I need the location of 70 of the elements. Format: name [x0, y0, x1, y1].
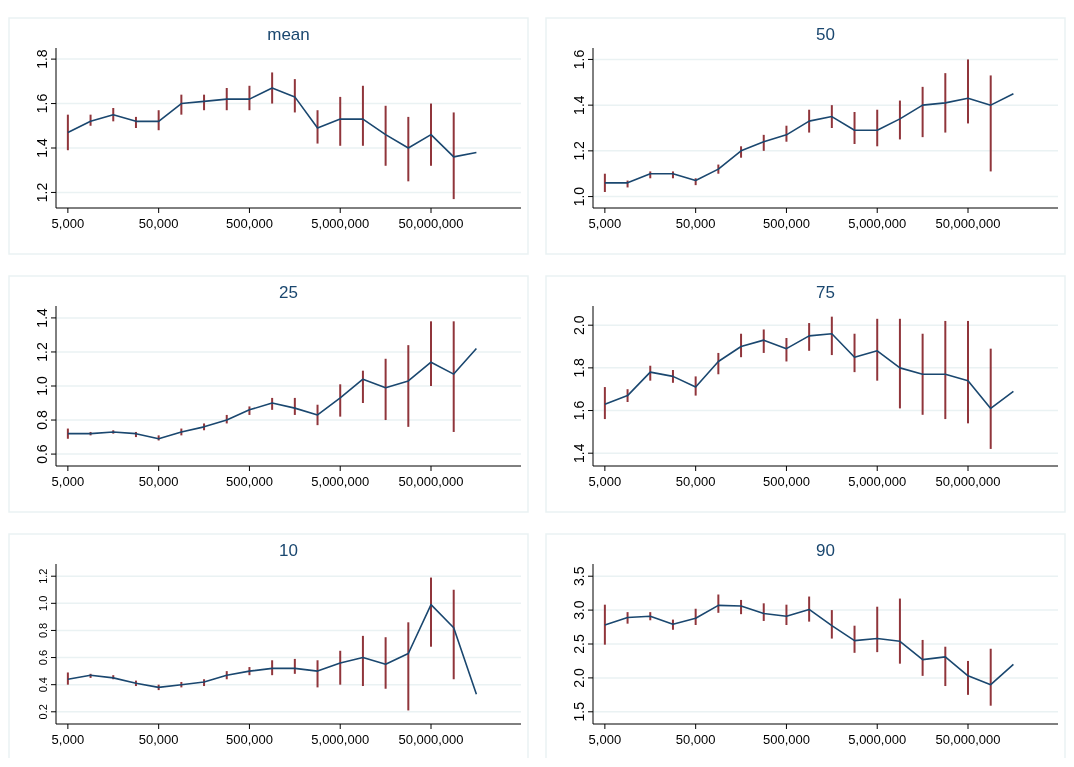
chart-title: 25	[279, 283, 298, 302]
x-tick-label: 5,000,000	[848, 732, 907, 747]
x-tick-label: 500,000	[225, 732, 273, 747]
line-series	[604, 604, 1015, 686]
x-tick-label: 500,000	[762, 216, 810, 231]
chart-title: mean	[267, 25, 310, 44]
y-tick-label: 1.5	[571, 701, 587, 722]
x-tick-label: 5,000	[51, 216, 85, 231]
line-series	[604, 332, 1015, 410]
y-tick-label: 1.4	[34, 138, 50, 158]
x-tick-label: 50,000,000	[398, 732, 464, 747]
y-tick-label: 0.8	[34, 410, 50, 430]
x-tick-label: 50,000	[675, 216, 716, 231]
x-tick-label: 50,000	[675, 474, 716, 489]
y-tick-label: 1.8	[571, 357, 587, 378]
x-tick-label: 5,000	[588, 732, 622, 747]
line-series	[67, 347, 478, 440]
y-tick-label: 1.4	[571, 95, 587, 115]
chart-title: 50	[816, 25, 835, 44]
y-tick-label: 1.0	[37, 595, 49, 611]
x-tick-label: 5,000,000	[311, 732, 370, 747]
x-tick-label: 50,000,000	[935, 216, 1001, 231]
y-tick-label: 0.4	[37, 677, 49, 693]
y-tick-label: 2.0	[571, 667, 587, 688]
x-tick-label: 5,000,000	[311, 216, 370, 231]
y-tick-label: 0.6	[37, 649, 49, 666]
x-tick-label: 5,000,000	[311, 474, 370, 489]
x-tick-label: 500,000	[762, 732, 810, 747]
line-series	[67, 603, 478, 695]
x-tick-label: 50,000,000	[935, 732, 1001, 747]
y-tick-label: 0.2	[37, 704, 49, 720]
chart-title: 75	[816, 283, 835, 302]
y-tick-label: 1.6	[571, 49, 587, 70]
x-tick-label: 500,000	[762, 474, 810, 489]
y-tick-label: 0.6	[34, 444, 50, 464]
x-tick-label: 5,000,000	[848, 474, 907, 489]
y-tick-label: 1.0	[34, 376, 50, 396]
x-tick-label: 50,000	[138, 216, 179, 231]
y-tick-label: 1.2	[37, 568, 49, 584]
y-tick-label: 1.6	[571, 400, 587, 421]
x-tick-label: 50,000	[138, 732, 179, 747]
x-tick-label: 5,000,000	[848, 216, 907, 231]
y-tick-label: 1.4	[34, 307, 50, 328]
y-tick-label: 1.0	[571, 186, 587, 207]
y-tick-label: 1.4	[571, 443, 587, 463]
chart-title: 10	[279, 541, 298, 560]
line-series	[604, 92, 1015, 184]
x-tick-label: 50,000,000	[398, 474, 464, 489]
x-tick-label: 50,000,000	[398, 216, 464, 231]
y-tick-label: 2.5	[571, 634, 587, 654]
x-tick-label: 5,000	[588, 216, 622, 231]
line-series	[67, 87, 478, 158]
x-tick-label: 500,000	[225, 216, 273, 231]
y-tick-label: 2.0	[571, 315, 587, 335]
y-tick-label: 1.2	[34, 342, 50, 362]
y-tick-label: 1.2	[34, 182, 50, 203]
y-tick-label: 1.8	[34, 49, 50, 69]
y-tick-label: 3.0	[571, 600, 587, 620]
y-tick-label: 0.8	[37, 622, 49, 639]
chart-title: 90	[816, 541, 835, 560]
x-tick-label: 50,000,000	[935, 474, 1001, 489]
x-tick-label: 5,000	[51, 474, 85, 489]
y-tick-label: 1.2	[571, 140, 587, 161]
x-tick-label: 5,000	[51, 732, 85, 747]
y-tick-label: 3.5	[571, 566, 587, 586]
x-tick-label: 5,000	[588, 474, 622, 489]
x-tick-label: 50,000	[675, 732, 716, 747]
x-tick-label: 50,000	[138, 474, 179, 489]
y-tick-label: 1.6	[34, 93, 50, 114]
x-tick-label: 500,000	[225, 474, 273, 489]
